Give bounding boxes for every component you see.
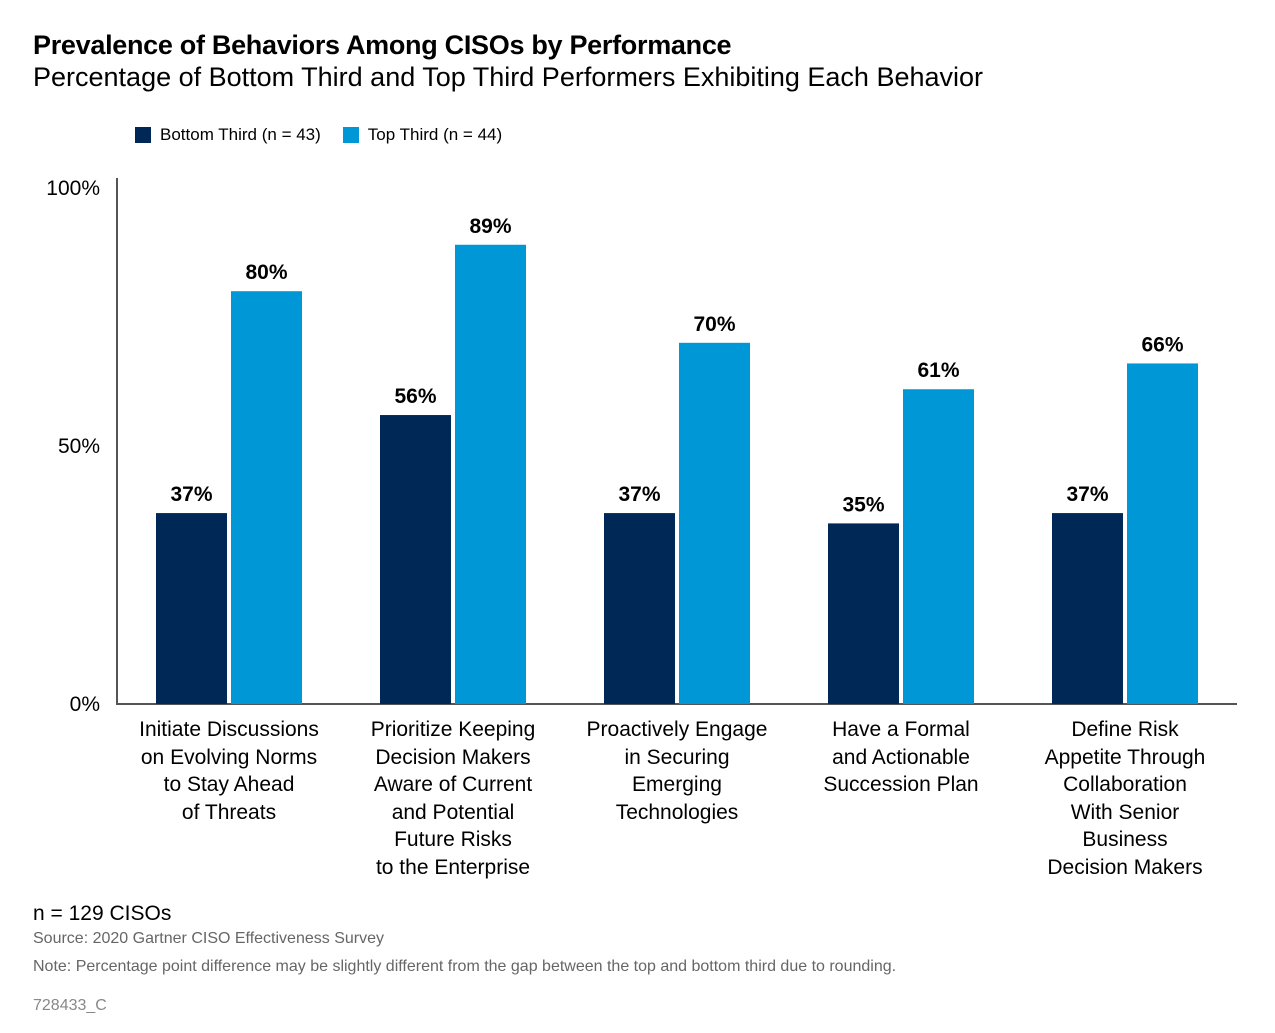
bar-bottom-third xyxy=(380,415,451,704)
category-label: Initiate Discussions on Evolving Norms t… xyxy=(139,718,319,824)
legend-item-bottom-third: Bottom Third (n = 43) xyxy=(135,125,321,145)
legend: Bottom Third (n = 43) Top Third (n = 44) xyxy=(135,125,524,145)
data-label: 37% xyxy=(618,483,660,506)
bar-bottom-third xyxy=(604,513,675,704)
data-label: 56% xyxy=(394,385,436,408)
y-tick-label: 0% xyxy=(70,693,100,716)
legend-swatch-top-third xyxy=(342,127,359,143)
sample-size-note: n = 129 CISOs xyxy=(33,902,172,925)
legend-label-bottom-third: Bottom Third (n = 43) xyxy=(160,125,321,144)
figure-id: 728433_C xyxy=(33,997,107,1014)
bar-top-third xyxy=(455,244,526,704)
category-label: Proactively Engage in Securing Emerging … xyxy=(586,718,768,824)
y-tick-label: 100% xyxy=(46,177,100,200)
bar-chart: 0% 50% 100% 37% 80% 56% 89% 37% 70% 35% 61% 37% 66% xyxy=(46,177,1237,716)
rounding-note: Note: Percentage point difference may be… xyxy=(33,958,897,975)
data-label: 66% xyxy=(1141,333,1183,356)
bar-bottom-third xyxy=(156,513,227,704)
chart-title: Prevalence of Behaviors Among CISOs by P… xyxy=(33,30,732,60)
data-label: 37% xyxy=(170,483,212,506)
legend-swatch-bottom-third xyxy=(135,127,151,143)
data-label: 70% xyxy=(693,313,735,336)
data-label: 37% xyxy=(1066,483,1108,506)
bar-top-third xyxy=(903,389,974,704)
data-label: 35% xyxy=(842,493,884,516)
legend-item-top-third: Top Third (n = 44) xyxy=(342,125,503,145)
data-label: 61% xyxy=(917,359,959,382)
y-tick-label: 50% xyxy=(58,435,100,458)
category-label: Define Risk Appetite Through Collaborati… xyxy=(1044,718,1206,879)
category-label: Have a Formal and Actionable Succession … xyxy=(823,718,979,796)
data-label: 80% xyxy=(245,261,287,284)
source-note: Source: 2020 Gartner CISO Effectiveness … xyxy=(33,930,384,947)
bar-top-third xyxy=(231,291,302,704)
category-label: Prioritize Keeping Decision Makers Aware… xyxy=(370,718,536,879)
bar-bottom-third xyxy=(1052,513,1123,704)
data-label: 89% xyxy=(469,215,511,238)
bar-bottom-third xyxy=(828,523,899,704)
bar-top-third xyxy=(679,342,750,704)
chart-subtitle: Percentage of Bottom Third and Top Third… xyxy=(33,62,984,92)
legend-label-top-third: Top Third (n = 44) xyxy=(367,125,503,144)
bar-top-third xyxy=(1127,363,1198,704)
